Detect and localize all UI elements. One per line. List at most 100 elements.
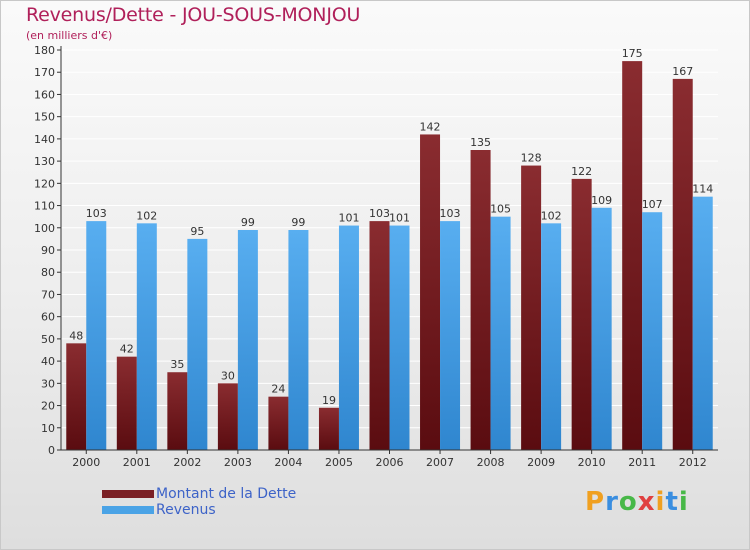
bar-dette	[167, 372, 188, 450]
y-tick-label: 0	[48, 444, 55, 457]
y-tick-label: 30	[41, 377, 55, 390]
x-tick-label: 2011	[628, 456, 656, 469]
data-label-dette: 30	[221, 369, 235, 382]
bar-dette	[116, 356, 137, 450]
data-label-revenus: 114	[692, 183, 713, 196]
bar-dette	[622, 61, 643, 450]
x-tick-label: 2001	[123, 456, 151, 469]
bar-revenus	[187, 238, 208, 450]
data-label-revenus: 107	[642, 198, 663, 211]
data-label-dette: 24	[271, 383, 285, 396]
y-tick-label: 160	[34, 88, 55, 101]
y-tick-label: 180	[34, 44, 55, 57]
bar-dette	[268, 396, 289, 450]
bar-revenus	[389, 225, 410, 450]
legend-label-revenus: Revenus	[156, 502, 216, 518]
bar-revenus	[541, 223, 562, 450]
y-tick-label: 20	[41, 400, 55, 413]
legend-item-revenus: Revenus	[102, 502, 296, 518]
data-label-revenus: 109	[591, 194, 612, 207]
y-tick-label: 100	[34, 222, 55, 235]
bar-revenus	[591, 207, 612, 450]
data-label-dette: 122	[571, 165, 592, 178]
data-label-revenus: 99	[241, 216, 255, 229]
x-tick-label: 2004	[274, 456, 302, 469]
x-tick-label: 2009	[527, 456, 555, 469]
bar-dette	[420, 134, 441, 450]
data-label-revenus: 103	[440, 207, 461, 220]
data-label-dette: 42	[120, 343, 134, 356]
proxiti-logo: Proxiti	[585, 487, 689, 517]
data-label-revenus: 101	[338, 212, 359, 225]
y-tick-label: 130	[34, 155, 55, 168]
bar-revenus	[440, 221, 461, 450]
y-tick-label: 90	[41, 244, 55, 257]
bar-dette	[217, 383, 238, 450]
logo-letter: P	[585, 487, 606, 517]
chart-title: Revenus/Dette - JOU-SOUS-MONJOU	[26, 4, 361, 26]
y-tick-label: 150	[34, 111, 55, 124]
data-label-revenus: 101	[389, 212, 410, 225]
bar-dette	[470, 150, 491, 450]
data-label-revenus: 95	[190, 225, 204, 238]
bar-revenus	[288, 230, 309, 450]
data-label-revenus: 99	[291, 216, 305, 229]
bar-revenus	[237, 230, 258, 450]
legend-swatch-dette	[102, 490, 154, 498]
bar-revenus	[338, 225, 359, 450]
bar-revenus	[136, 223, 157, 450]
data-label-revenus: 102	[136, 209, 157, 222]
bar-revenus	[692, 196, 713, 450]
chart-subtitle: (en milliers d'€)	[26, 29, 113, 42]
y-tick-label: 120	[34, 177, 55, 190]
logo-letter: i	[678, 487, 689, 517]
legend-label-dette: Montant de la Dette	[156, 486, 297, 502]
x-tick-label: 2002	[173, 456, 201, 469]
logo-letter: t	[665, 487, 679, 517]
bar-dette	[369, 221, 390, 450]
logo-letter: o	[618, 487, 638, 517]
bar-revenus	[86, 221, 107, 450]
bar-dette	[66, 343, 87, 450]
x-tick-label: 2000	[72, 456, 100, 469]
x-tick-label: 2007	[426, 456, 454, 469]
bar-dette	[318, 407, 339, 450]
y-tick-label: 10	[41, 422, 55, 435]
y-tick-label: 60	[41, 311, 55, 324]
x-tick-label: 2012	[679, 456, 707, 469]
legend-swatch-revenus	[102, 506, 154, 514]
data-label-dette: 103	[369, 207, 390, 220]
data-label-revenus: 103	[86, 207, 107, 220]
y-tick-label: 70	[41, 288, 55, 301]
data-label-dette: 35	[170, 358, 184, 371]
bar-dette	[521, 165, 542, 451]
y-tick-label: 50	[41, 333, 55, 346]
data-label-dette: 167	[672, 65, 693, 78]
data-label-dette: 128	[521, 152, 542, 165]
x-tick-label: 2005	[325, 456, 353, 469]
logo-letter: r	[605, 487, 619, 517]
data-label-dette: 19	[322, 394, 336, 407]
data-label-dette: 48	[69, 329, 83, 342]
y-tick-label: 80	[41, 266, 55, 279]
data-label-revenus: 102	[541, 209, 562, 222]
legend-item-dette: Montant de la Dette	[102, 486, 296, 502]
x-tick-label: 2010	[578, 456, 606, 469]
bar-dette	[571, 178, 592, 450]
logo-letter: i	[655, 487, 666, 517]
y-tick-label: 140	[34, 133, 55, 146]
chart-legend: Montant de la Dette Revenus	[102, 486, 296, 518]
x-tick-label: 2006	[376, 456, 404, 469]
x-tick-label: 2008	[477, 456, 505, 469]
data-label-revenus: 105	[490, 203, 511, 216]
y-tick-label: 110	[34, 200, 55, 213]
bar-dette	[672, 78, 693, 450]
data-label-dette: 175	[622, 47, 643, 60]
y-tick-label: 40	[41, 355, 55, 368]
data-label-dette: 135	[470, 136, 491, 149]
bar-revenus	[490, 216, 511, 450]
logo-letter: x	[637, 487, 656, 517]
data-label-dette: 142	[420, 120, 441, 133]
x-tick-label: 2003	[224, 456, 252, 469]
